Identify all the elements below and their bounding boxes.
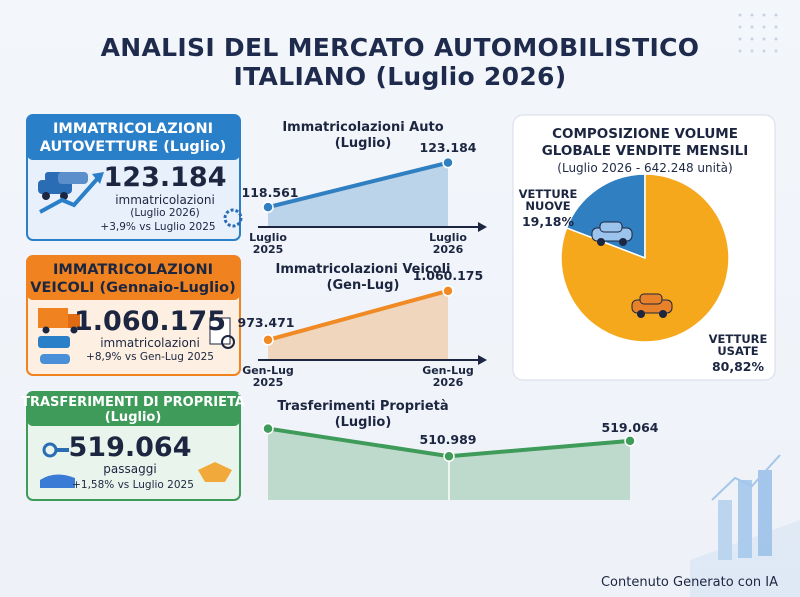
card-title-line: VEICOLI (Gennaio-Luglio) — [30, 280, 236, 296]
chart-title: Trasferimenti Proprietà (Luglio) — [277, 399, 449, 430]
card-title-line: IMMATRICOLAZIONI — [52, 262, 213, 278]
value-label: 510.989 — [419, 432, 477, 447]
card-value: 519.064 — [68, 432, 192, 463]
card-change: +3,9% vs Luglio 2025 — [100, 221, 216, 233]
axis-arrow — [478, 355, 487, 365]
card-unit: immatricolazioni — [115, 193, 215, 207]
value-label: 519.064 — [601, 420, 659, 435]
point — [624, 435, 636, 447]
slice-label: VETTURE NUOVE — [518, 187, 578, 213]
dot-pattern — [738, 13, 778, 53]
car-icon — [639, 293, 663, 305]
card-title: IMMATRICOLAZIONI AUTOVETTURE (Luglio) — [40, 120, 227, 156]
card-value: 123.184 — [103, 162, 227, 193]
chart-title: GLOBALE VENDITE MENSILI — [541, 143, 749, 159]
x-tick-label: Gen-Lug 2025 — [242, 364, 294, 389]
slice-value: 80,82% — [711, 359, 765, 374]
card-change: +1,58% vs Luglio 2025 — [72, 479, 194, 491]
point — [262, 334, 274, 346]
chart-title: COMPOSIZIONE VOLUME — [552, 126, 738, 142]
value-label: 1.060.175 — [412, 268, 484, 283]
card-unit: immatricolazioni — [100, 336, 200, 350]
x-tick-label: Luglio 2026 — [429, 231, 467, 256]
cars-icon — [38, 172, 243, 228]
line — [266, 160, 450, 210]
card-header — [27, 256, 240, 300]
card-header — [27, 392, 240, 426]
chart-title: Immatricolazioni Veicoli (Gen-Lug) — [275, 262, 451, 293]
chart-title: Immatricolazioni Auto (Luglio) — [282, 120, 444, 151]
title-line: ANALISI DEL MERCATO AUTOMOBILISTICO — [100, 33, 700, 62]
card-title: TRASFERIMENTI DI PROPRIETÀ (Luglio) — [21, 395, 245, 425]
chart-subtitle: (Luglio 2026 - 642.248 unità) — [557, 161, 733, 175]
x-tick-label: Luglio 2025 — [249, 231, 287, 256]
card-title: IMMATRICOLAZIONI VEICOLI (Gennaio-Luglio) — [30, 261, 235, 297]
value-label: 123.184 — [419, 140, 477, 155]
truck-icon — [38, 308, 235, 364]
title-line: ITALIANO (Luglio 2026) — [233, 62, 567, 91]
car-icon — [599, 221, 623, 233]
area — [268, 162, 448, 227]
value-label: 973.471 — [237, 315, 295, 330]
card-note: (Luglio 2026) — [130, 207, 200, 219]
point — [442, 285, 454, 297]
x-tick-label: Gen-Lug 2026 — [422, 364, 474, 389]
footer: Contenuto Generato con IA — [600, 575, 778, 590]
card-value: 1.060.175 — [73, 306, 227, 337]
card-unit: passaggi — [103, 462, 157, 476]
card-change: +8,9% vs Gen-Lug 2025 — [86, 351, 214, 363]
car-icon — [659, 310, 667, 318]
slice-value: 19,18% — [521, 214, 575, 229]
pie-slice — [560, 173, 730, 343]
card-title-line: IMMATRICOLAZIONI — [53, 121, 213, 137]
axis-arrow — [478, 222, 487, 232]
card-title-line: (Luglio) — [104, 410, 162, 425]
card-header — [27, 115, 240, 160]
value-label: 118.561 — [241, 185, 299, 200]
slice-label: VETTURE USATE — [708, 332, 768, 358]
area — [268, 290, 448, 360]
car-icon — [597, 238, 605, 246]
car-icon — [637, 310, 645, 318]
point — [262, 422, 274, 435]
car-icon — [619, 238, 627, 246]
line — [266, 288, 450, 342]
point — [262, 201, 274, 213]
card-title-line: AUTOVETTURE (Luglio) — [39, 139, 227, 155]
keys-icon — [40, 442, 232, 488]
point — [442, 156, 454, 169]
decor-bars — [690, 454, 800, 597]
card-title-line: TRASFERIMENTI DI PROPRIETÀ — [21, 395, 245, 410]
point — [443, 450, 455, 462]
